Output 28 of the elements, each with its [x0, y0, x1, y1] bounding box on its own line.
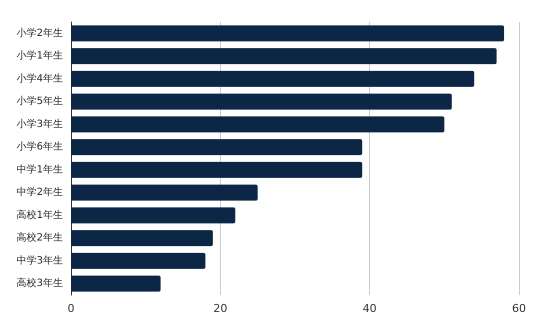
bar	[71, 276, 161, 292]
bar	[71, 230, 213, 246]
bar	[71, 94, 452, 110]
y-tick-label: 小学5年生	[16, 95, 63, 108]
bar	[71, 70, 474, 87]
bar	[71, 139, 362, 156]
y-tick-label: 高校3年生	[16, 277, 63, 290]
y-tick-label: 小学6年生	[16, 140, 63, 153]
bar	[71, 162, 362, 178]
y-tick-label: 中学2年生	[16, 186, 63, 198]
y-tick-label: 小学2年生	[16, 26, 63, 39]
bar	[71, 48, 497, 64]
bar	[71, 184, 258, 201]
bar	[71, 207, 236, 224]
y-tick-label: 小学4年生	[16, 72, 63, 84]
y-tick-label: 小学1年生	[16, 50, 63, 62]
y-tick-label: 中学3年生	[16, 254, 63, 266]
x-tick-label: 60	[512, 302, 526, 315]
bar	[71, 25, 504, 42]
y-tick-label: 高校1年生	[16, 208, 63, 221]
x-tick-label: 0	[68, 302, 74, 315]
x-tick-label: 40	[362, 302, 377, 315]
x-tick-label: 20	[213, 302, 228, 315]
bar	[71, 252, 206, 269]
y-tick-label: 高校2年生	[16, 232, 63, 244]
y-tick-label: 小学3年生	[16, 118, 63, 130]
bar	[71, 116, 444, 132]
y-tick-label: 中学1年生	[16, 163, 63, 176]
